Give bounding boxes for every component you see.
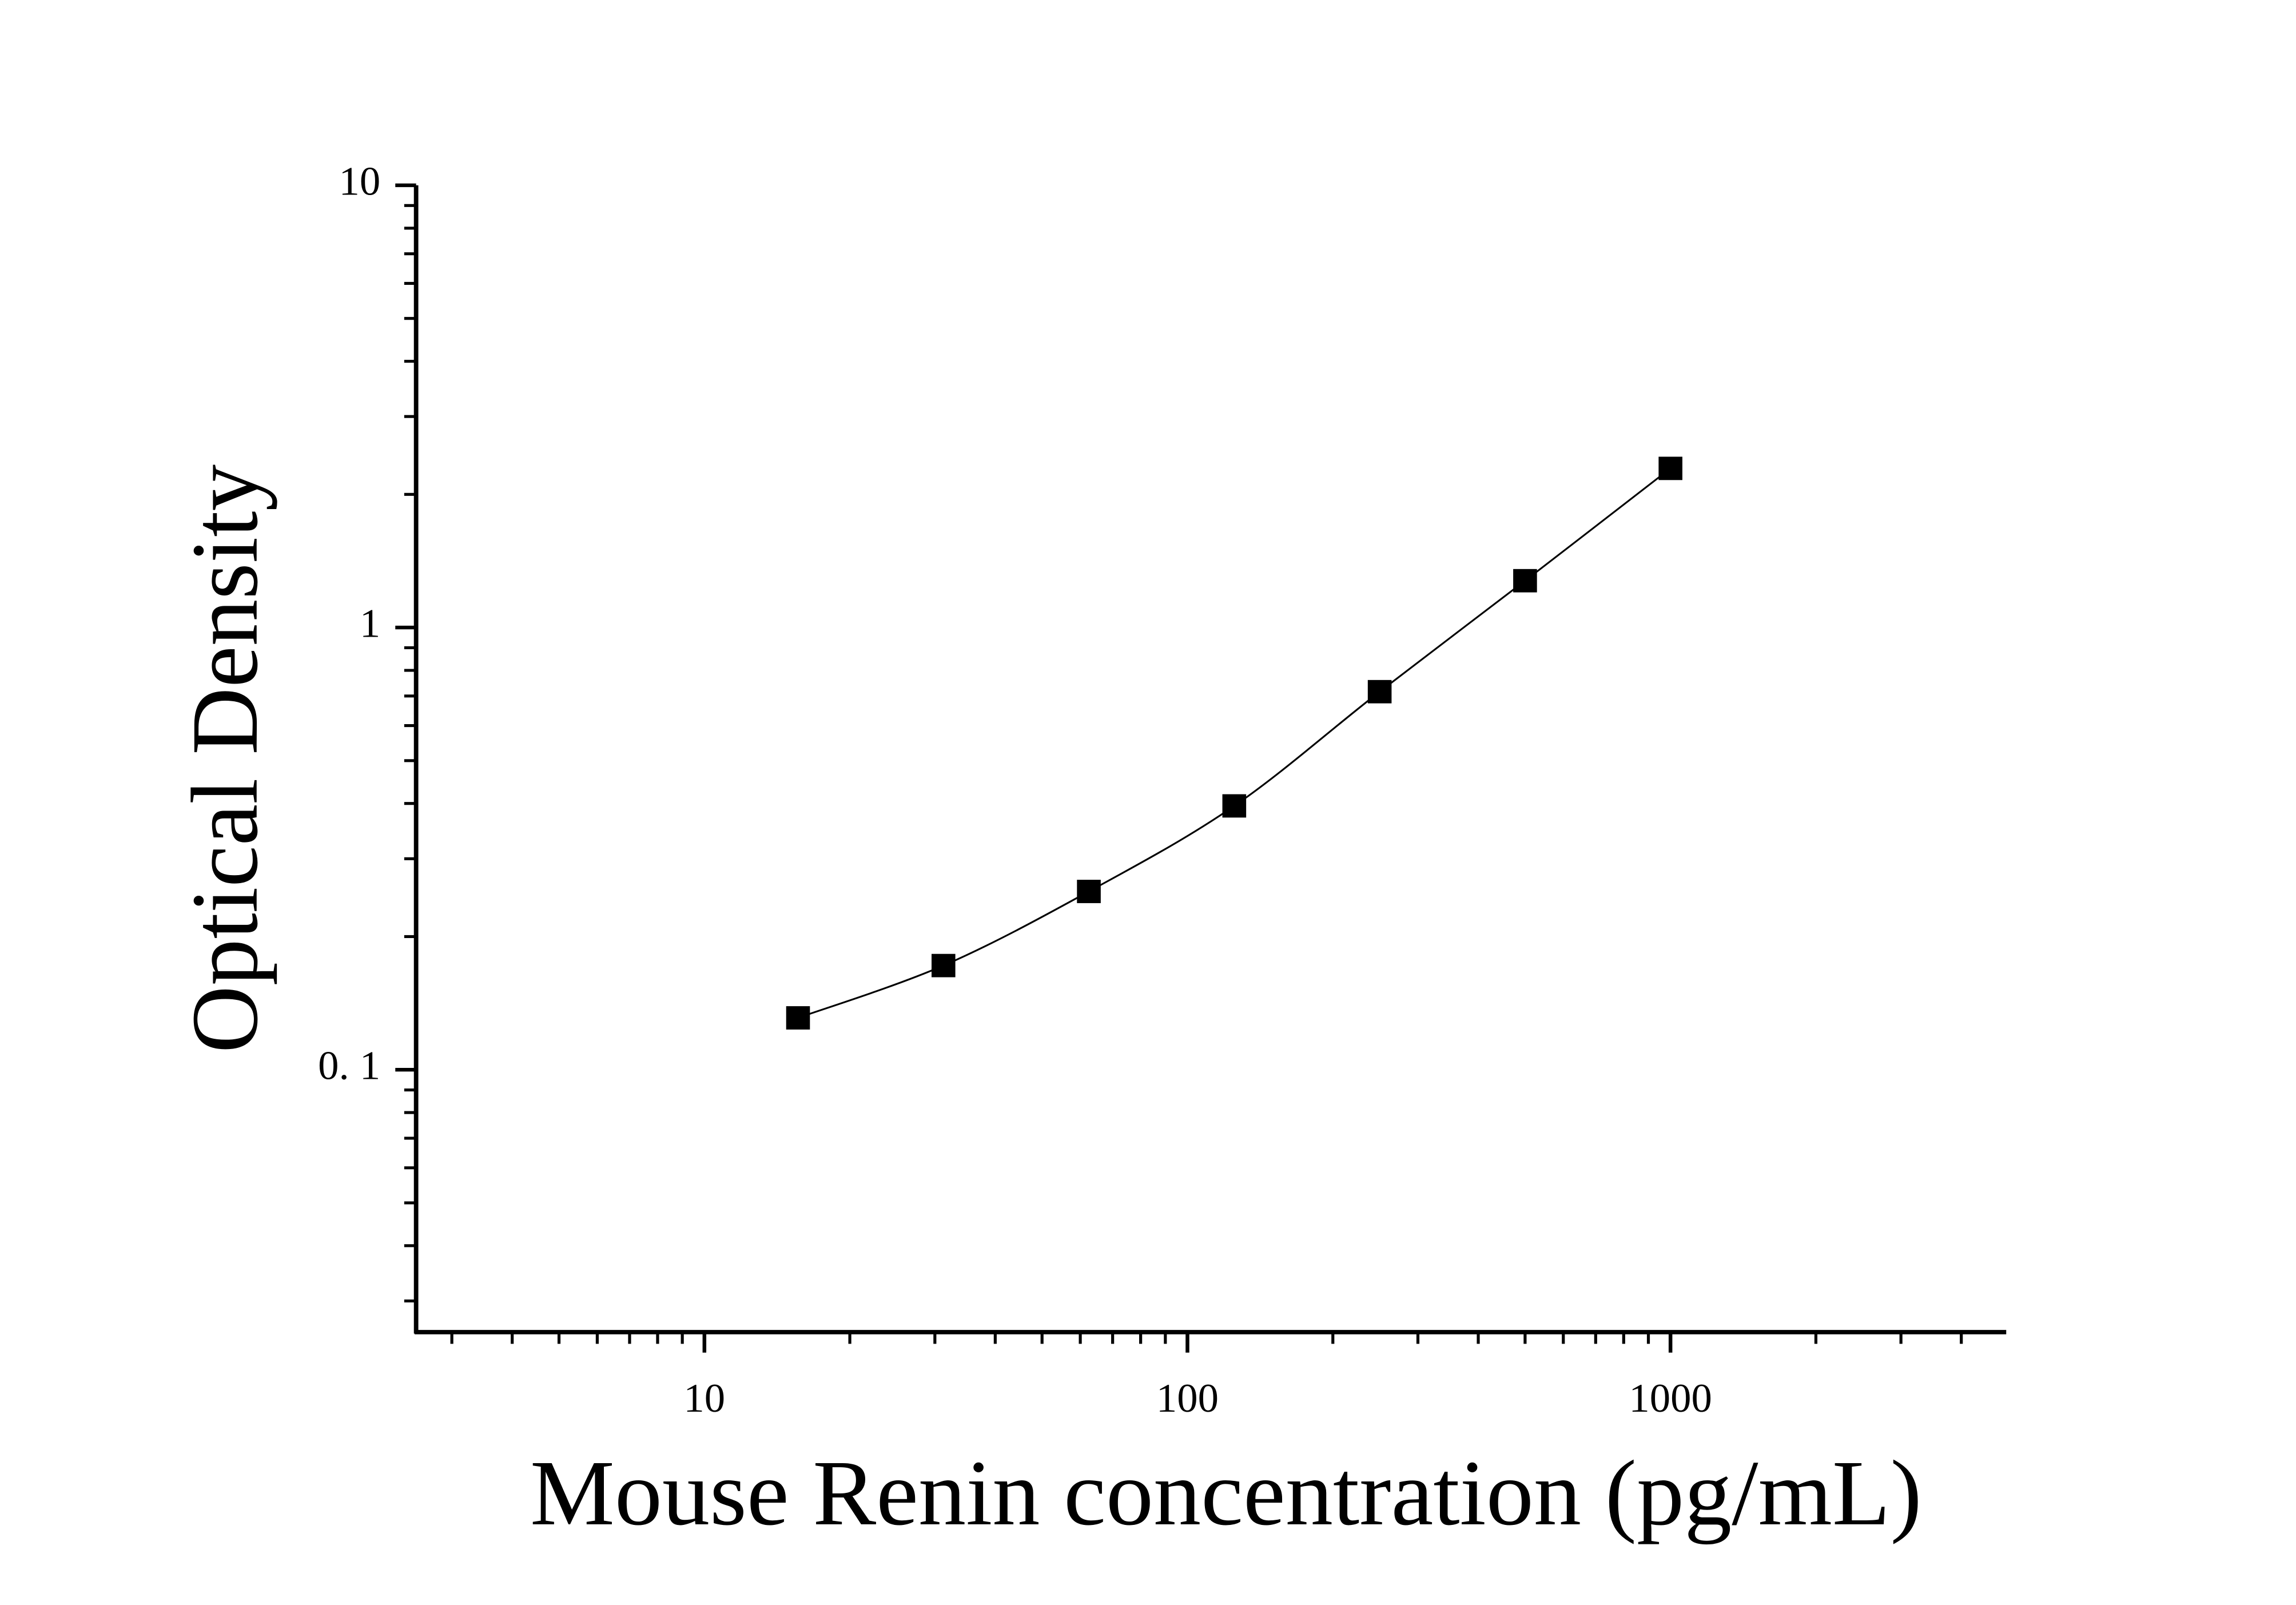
- y-tick-label: 0. 1: [318, 1043, 380, 1088]
- x-axis-title: Mouse Renin concentration (pg/mL): [530, 1441, 1922, 1544]
- data-point: [1513, 569, 1537, 593]
- y-axis-title: Optical Density: [172, 464, 277, 1053]
- data-point: [1222, 794, 1247, 818]
- y-tick-label: 1: [360, 601, 380, 646]
- data-point: [1658, 456, 1682, 480]
- x-tick-label: 10: [683, 1375, 725, 1420]
- x-tick-label: 100: [1156, 1375, 1219, 1420]
- data-point: [1367, 680, 1392, 704]
- data-point: [932, 954, 956, 978]
- data-point: [786, 1006, 810, 1030]
- y-tick-label: 10: [339, 158, 381, 204]
- data-point: [1077, 880, 1101, 903]
- x-tick-label: 1000: [1629, 1375, 1712, 1420]
